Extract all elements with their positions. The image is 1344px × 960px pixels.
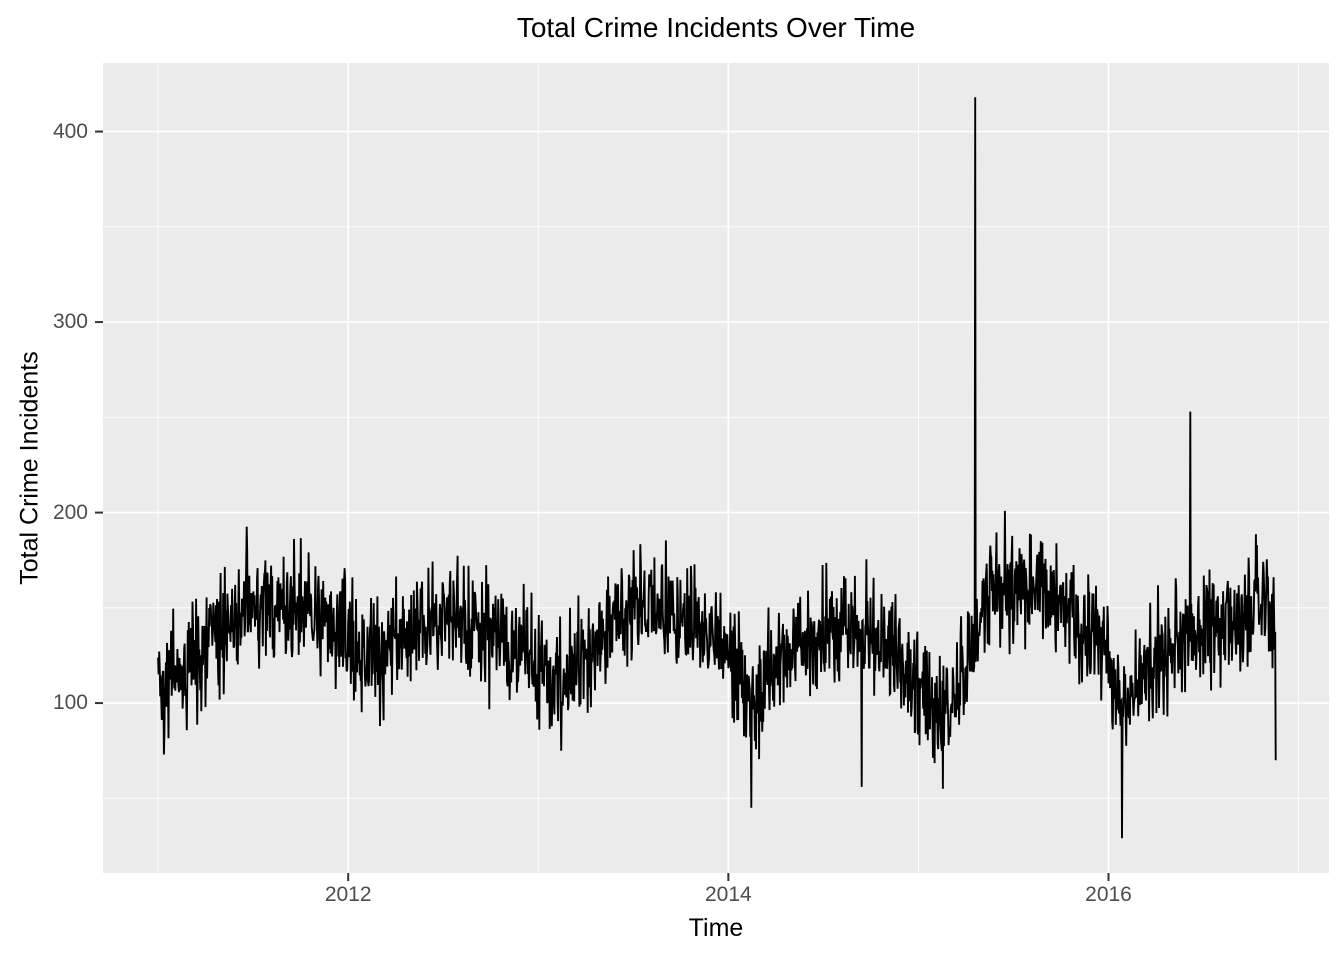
y-tick-label: 400 xyxy=(52,119,88,143)
x-tick-label: 2014 xyxy=(704,883,752,906)
chart-title: Total Crime Incidents Over Time xyxy=(516,12,916,43)
y-tick-label: 200 xyxy=(52,500,88,524)
y-axis-title-text: Total Crime Incidents xyxy=(15,351,44,585)
x-axis-title: Time xyxy=(688,914,744,942)
x-tick-label: 2016 xyxy=(1085,883,1132,906)
x-tick-label: 2012 xyxy=(324,883,372,906)
series-line-total-crime-incidents xyxy=(157,97,1277,839)
y-tick-label: 100 xyxy=(52,691,88,715)
panel-background xyxy=(103,63,1329,873)
y-tick-label: 300 xyxy=(52,310,88,334)
